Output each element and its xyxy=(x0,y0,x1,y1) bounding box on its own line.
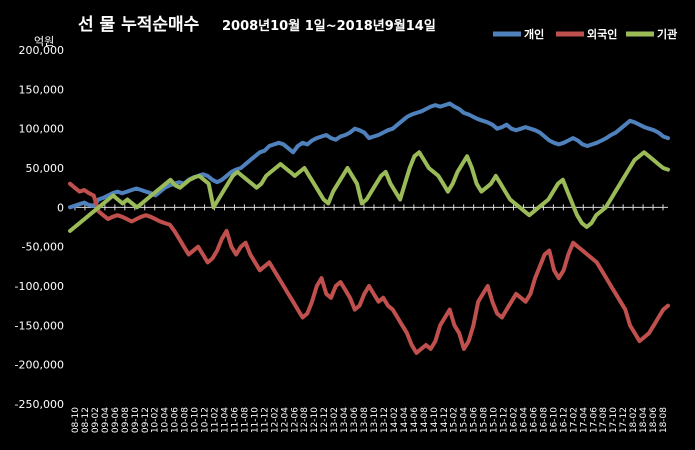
x-tick-label: 12-12 xyxy=(320,407,330,433)
x-tick-label: 09-04 xyxy=(101,407,111,433)
x-tick-label: 13-02 xyxy=(330,407,340,433)
x-tick-label: 14-08 xyxy=(420,407,430,433)
x-tick-label: 14-06 xyxy=(410,407,420,433)
x-tick-label: 08-10 xyxy=(71,407,81,433)
x-tick-label: 15-06 xyxy=(470,407,480,433)
x-tick-label: 09-12 xyxy=(141,407,151,433)
y-axis: 200,000 150,000 100,000 50,000 0 -50,000 -100,… xyxy=(15,44,64,411)
x-tick-label: 18-08 xyxy=(659,407,669,433)
y-tick-label: -150,000 xyxy=(15,319,64,332)
series-layer xyxy=(68,101,670,355)
x-tick-label: 10-10 xyxy=(191,407,201,433)
x-tick-label: 13-08 xyxy=(360,407,370,433)
chart-subtitle: 2008년10월 1일~2018년9월14일 xyxy=(222,18,436,34)
x-tick-label: 11-10 xyxy=(250,407,260,433)
x-tick-label: 15-12 xyxy=(500,407,510,433)
x-tick-label: 16-06 xyxy=(529,407,539,433)
x-tick-label: 09-06 xyxy=(111,407,121,433)
x-tick-label: 08-12 xyxy=(81,407,91,433)
x-tick-label: 11-06 xyxy=(230,407,240,433)
y-tick-label: 150,000 xyxy=(19,83,65,96)
legend-label-individual: 개인 xyxy=(524,27,544,41)
x-tick-label: 11-12 xyxy=(260,407,270,433)
x-tick-label: 11-08 xyxy=(240,407,250,433)
y-tick-label: 0 xyxy=(57,201,64,214)
x-tick-label: 17-12 xyxy=(619,407,629,433)
x-tick-label: 18-04 xyxy=(639,407,649,433)
x-tick-label: 09-10 xyxy=(131,407,141,433)
legend-label-institution: 기관 xyxy=(657,27,677,41)
x-tick-label: 09-02 xyxy=(91,407,101,433)
x-tick-label: 18-06 xyxy=(649,407,659,433)
series-line-individual xyxy=(68,101,670,210)
x-tick-label: 16-04 xyxy=(519,407,529,433)
x-tick-label: 10-08 xyxy=(181,407,191,433)
x-tick-label: 12-08 xyxy=(300,407,310,433)
y-tick-label: 50,000 xyxy=(26,162,65,175)
x-tick-label: 16-08 xyxy=(539,407,549,433)
x-tick-label: 17-06 xyxy=(589,407,599,433)
y-tick-label: -200,000 xyxy=(15,359,64,372)
x-tick-label: 15-04 xyxy=(460,407,470,433)
y-tick-label: 200,000 xyxy=(19,44,65,57)
x-tick-label: 13-06 xyxy=(350,407,360,433)
x-tick-label: 15-10 xyxy=(490,407,500,433)
y-tick-label: -100,000 xyxy=(15,280,64,293)
legend: 개인 외국인 기관 xyxy=(493,27,677,41)
x-tick-label: 12-10 xyxy=(310,407,320,433)
x-tick-label: 17-04 xyxy=(579,407,589,433)
series-line-foreign xyxy=(68,181,670,355)
legend-label-foreign: 외국인 xyxy=(587,27,617,41)
x-tick-label: 13-10 xyxy=(370,407,380,433)
x-tick-label: 15-08 xyxy=(480,407,490,433)
x-tick-label: 10-06 xyxy=(171,407,181,433)
x-tick-label: 12-06 xyxy=(290,407,300,433)
x-tick-label: 09-08 xyxy=(121,407,131,433)
x-tick-label: 15-02 xyxy=(450,407,460,433)
x-tick-label: 10-12 xyxy=(201,407,211,433)
y-axis-unit-label: 억원 xyxy=(34,35,54,48)
y-tick-label: -50,000 xyxy=(22,241,64,254)
x-tick-label: 12-02 xyxy=(270,407,280,433)
x-tick-label: 16-02 xyxy=(510,407,520,433)
x-tick-label: 17-08 xyxy=(599,407,609,433)
x-tick-label: 11-02 xyxy=(211,407,221,433)
legend-item-institution: 기관 xyxy=(626,27,677,41)
chart-title: 선 물 누적순매수 xyxy=(78,15,200,35)
x-tick-label: 16-12 xyxy=(559,407,569,433)
x-tick-label: 12-04 xyxy=(280,407,290,433)
legend-item-foreign: 외국인 xyxy=(556,27,617,41)
x-tick-label: 13-04 xyxy=(340,407,350,433)
x-tick-label: 16-10 xyxy=(549,407,559,433)
series-line-institution xyxy=(68,150,670,233)
legend-item-individual: 개인 xyxy=(493,27,544,41)
x-tick-label: 10-04 xyxy=(161,407,171,433)
y-tick-label: -250,000 xyxy=(15,398,64,411)
x-tick-label: 14-02 xyxy=(390,407,400,433)
x-tick-label: 14-04 xyxy=(400,407,410,433)
x-tick-label: 10-02 xyxy=(151,407,161,433)
x-tick-label: 13-12 xyxy=(380,407,390,433)
x-tick-label: 11-04 xyxy=(220,407,230,433)
y-tick-label: 100,000 xyxy=(19,123,65,136)
x-tick-label: 17-10 xyxy=(609,407,619,433)
x-tick-label: 17-02 xyxy=(569,407,579,433)
x-tick-label: 14-10 xyxy=(430,407,440,433)
x-tick-label: 14-12 xyxy=(440,407,450,433)
x-tick-label: 18-02 xyxy=(629,407,639,433)
x-axis: 08-10 08-12 09-02 09-04 09-06 09-08 09-10 09-12… xyxy=(70,204,669,433)
